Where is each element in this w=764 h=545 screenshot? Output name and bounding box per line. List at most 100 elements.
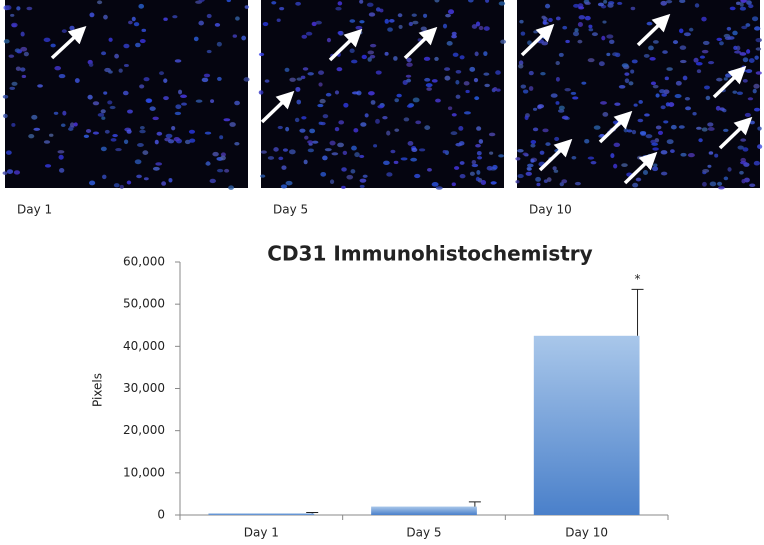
nucleus: [229, 122, 236, 127]
nucleus: [403, 117, 410, 122]
nucleus: [16, 6, 21, 11]
nucleus: [123, 139, 129, 145]
nucleus: [264, 79, 270, 83]
nucleus: [359, 0, 364, 4]
nucleus: [419, 31, 426, 35]
nucleus: [69, 25, 75, 31]
nucleus: [455, 94, 461, 99]
nucleus: [307, 72, 314, 76]
nucleus: [267, 156, 275, 160]
nucleus: [8, 54, 15, 58]
nucleus: [495, 70, 501, 75]
nucleus: [737, 145, 744, 150]
nucleus: [459, 55, 465, 60]
nucleus: [598, 61, 605, 67]
nucleus: [282, 148, 289, 152]
nucleus: [156, 131, 163, 136]
nucleus: [652, 166, 659, 172]
nucleus: [659, 89, 666, 94]
nucleus: [318, 70, 325, 75]
nucleus: [389, 19, 395, 23]
nucleus: [550, 93, 558, 98]
nucleus: [114, 53, 119, 59]
nucleus: [198, 20, 204, 26]
nucleus: [687, 152, 695, 158]
nucleus: [587, 156, 595, 160]
nucleus: [707, 164, 712, 168]
nucleus: [716, 181, 723, 186]
nucleus: [748, 4, 754, 9]
nucleus: [407, 141, 414, 146]
nucleus: [220, 155, 226, 161]
nucleus: [101, 116, 106, 120]
nucleus: [471, 159, 477, 165]
nucleus: [607, 3, 614, 8]
y-tick-label: 40,000: [123, 339, 165, 353]
nucleus: [660, 105, 666, 110]
nucleus: [732, 90, 738, 94]
nucleus: [444, 67, 451, 71]
nucleus: [353, 128, 359, 133]
nucleus: [14, 48, 21, 53]
nucleus: [447, 9, 455, 15]
nucleus: [733, 45, 738, 51]
nucleus: [572, 96, 579, 100]
nucleus: [143, 77, 150, 82]
nucleus: [375, 70, 382, 75]
x-tick-label: Day 5: [406, 526, 441, 540]
nucleus: [175, 104, 182, 110]
nucleus: [553, 169, 559, 173]
nucleus: [574, 28, 579, 33]
nucleus: [578, 6, 585, 10]
nucleus: [288, 149, 296, 155]
micrograph: [261, 0, 504, 188]
nucleus: [708, 151, 714, 155]
nucleus: [540, 72, 546, 76]
nucleus: [486, 165, 493, 171]
nucleus: [757, 144, 763, 149]
nucleus: [663, 120, 669, 124]
nucleus: [558, 109, 565, 113]
nucleus: [299, 128, 306, 133]
nucleus: [115, 148, 122, 152]
nucleus: [60, 123, 66, 128]
y-tick-label: 30,000: [123, 381, 165, 395]
nucleus: [350, 169, 356, 174]
nucleus: [746, 49, 751, 54]
nucleus: [386, 130, 391, 136]
nucleus: [359, 178, 367, 183]
nucleus: [682, 75, 688, 81]
nucleus: [455, 80, 460, 85]
nucleus: [537, 104, 545, 109]
nucleus: [723, 128, 729, 132]
nucleus: [565, 39, 570, 44]
nucleus: [729, 6, 736, 11]
nucleus: [588, 24, 593, 29]
y-tick-label: 60,000: [123, 255, 165, 269]
nucleus: [360, 122, 367, 127]
nucleus: [168, 178, 173, 183]
nucleus: [410, 157, 418, 162]
nucleus: [705, 95, 711, 101]
nucleus: [161, 181, 167, 186]
nucleus: [490, 181, 497, 185]
arrow: [260, 90, 295, 124]
nucleus: [679, 59, 687, 64]
nucleus: [707, 127, 715, 131]
nucleus: [716, 77, 723, 82]
nucleus: [309, 128, 316, 134]
nucleus: [696, 126, 702, 130]
nucleus: [739, 52, 747, 56]
nucleus: [2, 171, 8, 175]
nucleus: [463, 81, 470, 86]
nucleus: [397, 13, 403, 18]
nucleus: [97, 113, 105, 117]
nucleus: [367, 91, 375, 96]
nucleus: [702, 168, 710, 173]
nucleus: [61, 29, 67, 33]
nucleus: [11, 22, 18, 28]
nucleus: [618, 85, 626, 89]
nucleus: [232, 34, 238, 38]
nucleus: [139, 129, 146, 134]
nucleus: [739, 170, 744, 175]
